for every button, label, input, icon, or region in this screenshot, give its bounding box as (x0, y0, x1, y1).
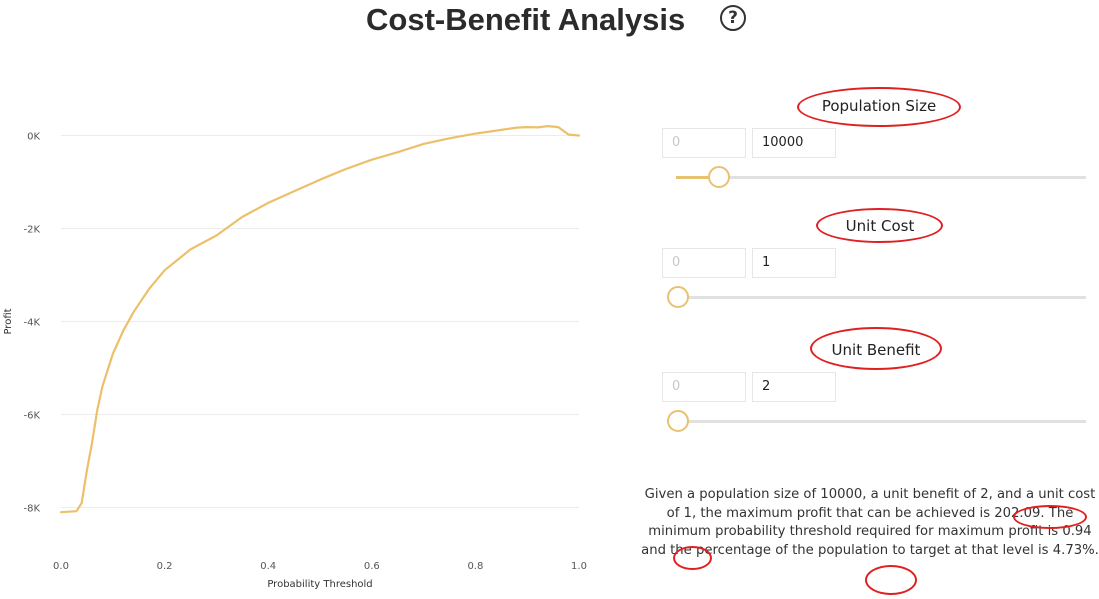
x-tick-label: 0.0 (53, 561, 69, 572)
population-size-label: Population Size (821, 97, 937, 115)
summary-part4: . (1094, 542, 1099, 558)
summary-part3: and the percentage of the population to … (641, 542, 1053, 558)
y-tick-label: -4K (23, 318, 40, 329)
unit-benefit-max-input[interactable]: 2 (752, 372, 836, 402)
unit-cost-slider[interactable] (667, 286, 1086, 308)
threshold-value: 0.94 (1062, 524, 1092, 539)
population-min-input[interactable]: 0 (662, 128, 746, 158)
x-tick-label: 0.4 (260, 561, 276, 572)
y-tick-label: -2K (23, 225, 40, 236)
x-tick-label: 0.2 (157, 561, 173, 572)
summary-part1: Given a population size of 10000, a unit… (644, 487, 1096, 521)
unit-benefit-slider[interactable] (667, 410, 1086, 432)
unit-cost-label: Unit Cost (845, 217, 915, 235)
summary-part2: . The minimum probability threshold requ… (648, 505, 1074, 540)
summary-text: Given a population size of 10000, a unit… (640, 486, 1099, 560)
population-slider-thumb[interactable] (708, 166, 730, 188)
y-tick-label: 0K (27, 132, 40, 143)
profit-line-chart: 0K -2K -4K -6K -8K 0.0 0.2 0.4 0.6 0.8 1.0 Probabil… (3, 124, 587, 590)
max-profit-value: 202.09 (994, 505, 1041, 521)
x-tick-label: 0.6 (364, 561, 380, 572)
unit-benefit-min-input[interactable]: 0 (662, 372, 746, 402)
y-axis-title: Profit (3, 308, 14, 334)
unit-cost-slider-thumb[interactable] (667, 286, 689, 308)
help-icon[interactable]: ? (720, 5, 746, 31)
y-tick-label: -6K (23, 411, 40, 422)
page-title: Cost-Benefit Analysis (366, 2, 686, 37)
x-axis-title: Probability Threshold (267, 579, 372, 590)
unit-cost-max-input[interactable]: 1 (752, 248, 836, 278)
percentage-value: 4.73% (1052, 542, 1095, 558)
unit-benefit-slider-thumb[interactable] (667, 410, 689, 432)
population-slider-fill (676, 176, 717, 179)
profit-series-line (59, 124, 581, 514)
unit-cost-min-input[interactable]: 0 (662, 248, 746, 278)
percentage-annotation-ring (865, 565, 917, 595)
population-slider[interactable] (676, 166, 1086, 188)
x-tick-label: 1.0 (571, 561, 587, 572)
population-max-input[interactable]: 10000 (752, 128, 836, 158)
unit-benefit-label: Unit Benefit (831, 341, 921, 359)
y-tick-label: -8K (23, 504, 40, 515)
x-tick-label: 0.8 (467, 561, 483, 572)
